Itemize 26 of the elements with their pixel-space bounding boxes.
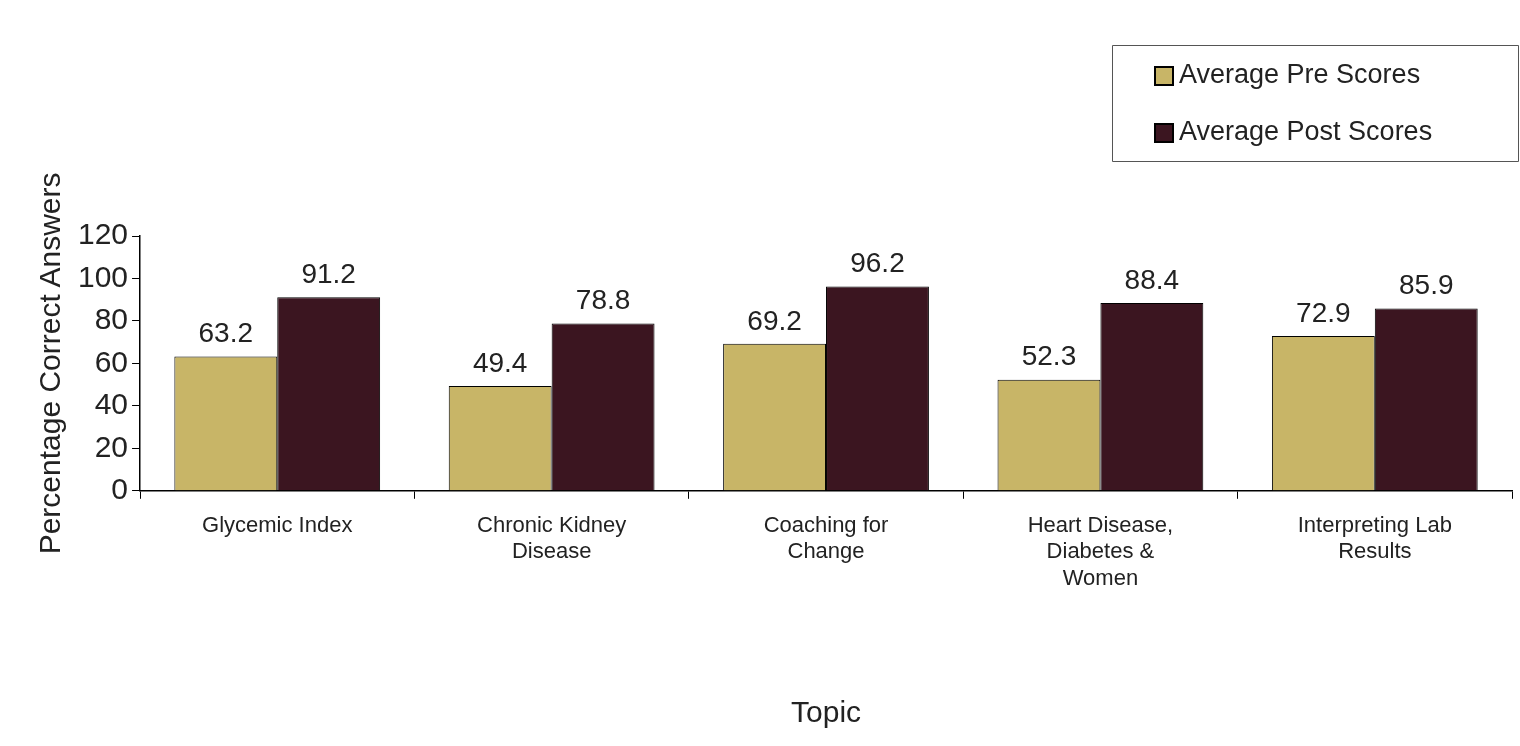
data-label: 72.9 <box>1296 296 1351 328</box>
y-tick-label: 120 <box>77 217 129 251</box>
data-label: 69.2 <box>747 304 802 336</box>
y-tick-label: 100 <box>77 259 129 293</box>
x-tick-label: Heart Disease, Diabetes & Women <box>1027 512 1174 590</box>
data-label: 63.2 <box>198 317 254 349</box>
data-label: 52.3 <box>1021 340 1077 372</box>
legend-label: Average Post Scores <box>1179 116 1433 147</box>
data-label: 78.8 <box>575 284 631 316</box>
data-label: 85.9 <box>1399 269 1454 301</box>
legend-label: Average Pre Scores <box>1179 59 1421 90</box>
x-tick-label: Interpreting Lab Results <box>1297 512 1452 564</box>
data-label: 88.4 <box>1124 263 1180 295</box>
y-tick-label: 20 <box>94 429 129 463</box>
x-axis-title: Topic <box>791 695 862 729</box>
x-tick-label: Chronic Kidney Disease <box>477 512 627 564</box>
y-tick-label: 40 <box>94 387 129 421</box>
y-tick-label: 0 <box>111 472 129 506</box>
y-axis-title: Percentage Correct Answers <box>33 172 67 555</box>
data-label: 96.2 <box>850 247 905 279</box>
x-tick-label: Coaching for Change <box>763 512 889 564</box>
data-label: 49.4 <box>472 346 528 378</box>
y-tick-label: 60 <box>94 344 129 378</box>
y-tick-label: 80 <box>94 302 129 336</box>
x-tick-label: Glycemic Index <box>202 512 353 538</box>
data-label: 91.2 <box>301 257 356 289</box>
